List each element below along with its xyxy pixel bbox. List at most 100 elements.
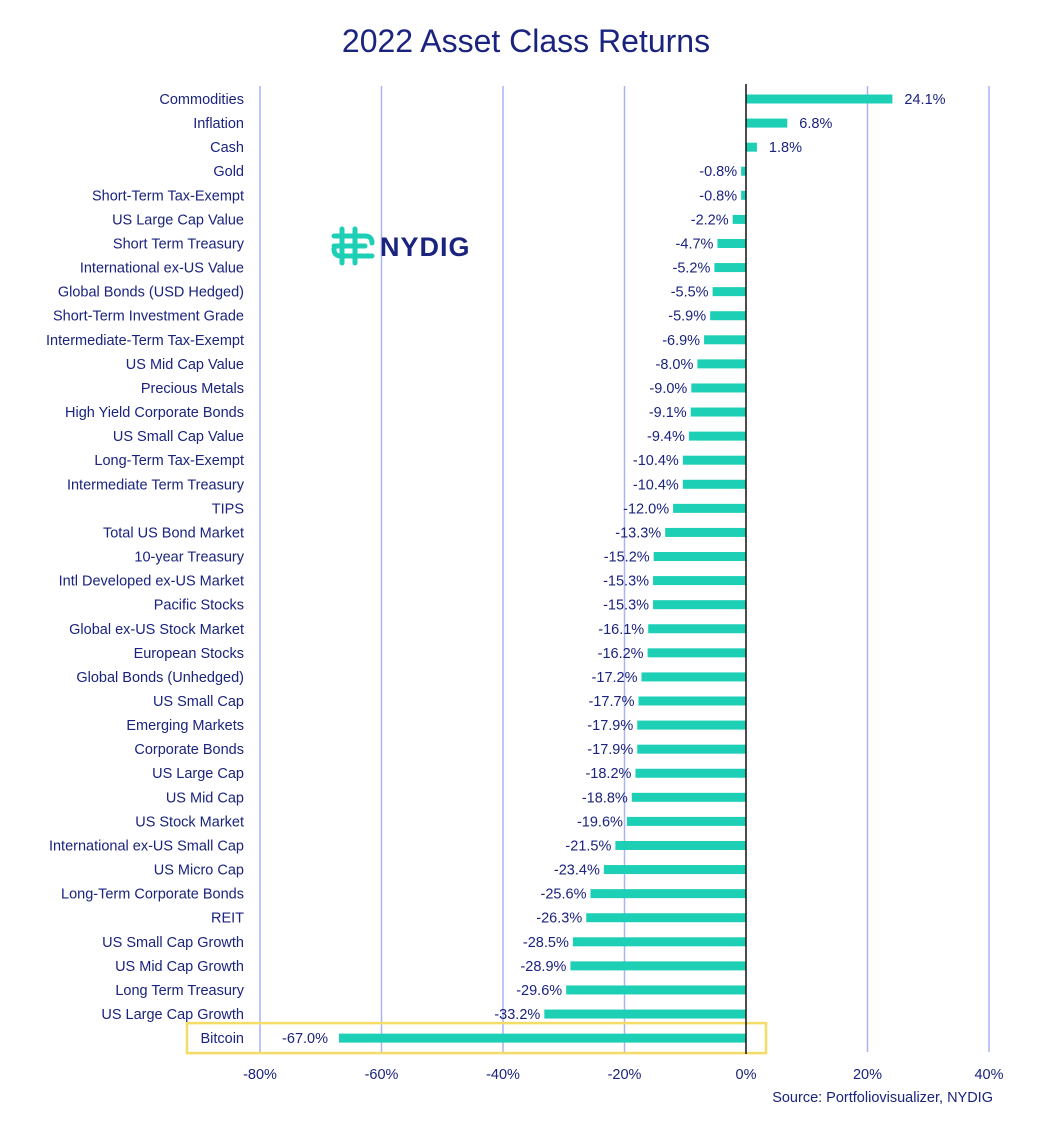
value-label: -12.0% xyxy=(623,501,669,517)
bar xyxy=(586,913,746,923)
source-note: Source: Portfoliovisualizer, NYDIG xyxy=(772,1090,993,1106)
category-label: US Mid Cap Growth xyxy=(115,959,244,975)
x-tick-label: -20% xyxy=(608,1067,642,1083)
bars xyxy=(338,94,893,1043)
value-label: 6.8% xyxy=(799,116,832,132)
nydig-logo: NYDIG xyxy=(331,226,470,266)
value-label: -25.6% xyxy=(541,887,587,903)
value-label: -9.1% xyxy=(649,405,687,421)
bar xyxy=(631,792,746,802)
bar xyxy=(688,431,746,441)
category-label: Cash xyxy=(210,140,244,156)
category-label: Long Term Treasury xyxy=(115,983,244,999)
bar xyxy=(717,238,746,248)
category-label: Emerging Markets xyxy=(126,718,244,734)
category-label: Long-Term Tax-Exempt xyxy=(94,453,244,469)
bar xyxy=(626,816,746,826)
category-label: International ex-US Value xyxy=(80,261,244,277)
value-label: -5.2% xyxy=(673,261,711,277)
value-label: -28.9% xyxy=(520,959,566,975)
bar xyxy=(641,672,746,682)
value-label: -9.0% xyxy=(649,381,687,397)
bar xyxy=(570,961,746,971)
category-label: Global Bonds (Unhedged) xyxy=(76,670,244,686)
value-label: -16.2% xyxy=(598,646,644,662)
category-labels: Commodities Inflation Cash Gold Short-Term T… xyxy=(46,92,245,1047)
bar xyxy=(710,311,746,321)
gridlines xyxy=(259,86,990,1052)
category-label: US Large Cap xyxy=(152,766,244,782)
category-label: Bitcoin xyxy=(200,1031,244,1047)
value-label: -13.3% xyxy=(615,525,661,541)
value-label: -10.4% xyxy=(633,477,679,493)
bar xyxy=(741,166,746,176)
value-label: -23.4% xyxy=(554,863,600,879)
value-label: -4.7% xyxy=(676,236,714,252)
value-label: -67.0% xyxy=(282,1031,328,1047)
value-label: -21.5% xyxy=(565,838,611,854)
category-label: US Large Cap Growth xyxy=(101,1007,244,1023)
category-label: US Small Cap Growth xyxy=(102,935,244,951)
bar xyxy=(690,407,746,417)
category-label: Long-Term Corporate Bonds xyxy=(61,887,244,903)
value-label: -10.4% xyxy=(633,453,679,469)
category-label: US Small Cap xyxy=(153,694,244,710)
category-label: REIT xyxy=(211,911,244,927)
value-label: -17.9% xyxy=(587,742,633,758)
bar xyxy=(691,383,746,393)
value-label: -9.4% xyxy=(647,429,685,445)
value-label: -33.2% xyxy=(494,1007,540,1023)
category-label: US Stock Market xyxy=(135,814,244,830)
category-label: Intl Developed ex-US Market xyxy=(59,574,244,590)
category-label: Total US Bond Market xyxy=(103,525,244,541)
value-label: 1.8% xyxy=(769,140,802,156)
value-label: -28.5% xyxy=(523,935,569,951)
category-label: Short-Term Tax-Exempt xyxy=(92,188,244,204)
x-tick-label: -80% xyxy=(243,1067,277,1083)
bar xyxy=(704,335,746,345)
bar xyxy=(637,720,746,730)
category-label: Intermediate Term Treasury xyxy=(67,477,245,493)
bar xyxy=(712,287,746,297)
category-label: US Micro Cap xyxy=(154,863,244,879)
bar xyxy=(590,889,746,899)
value-label: -15.3% xyxy=(603,574,649,590)
value-label: -16.1% xyxy=(598,622,644,638)
category-label: US Mid Cap xyxy=(166,790,244,806)
bar xyxy=(637,744,746,754)
x-tick-label: -40% xyxy=(486,1067,520,1083)
category-label: Pacific Stocks xyxy=(154,598,244,614)
category-label: International ex-US Small Cap xyxy=(49,838,244,854)
bar xyxy=(615,840,746,850)
bar xyxy=(746,94,893,104)
bar xyxy=(682,479,746,489)
value-labels: 24.1% 6.8% 1.8% -0.8% -0.8% -2.2% -4.7% -5.2% -5… xyxy=(282,92,946,1047)
category-label: Commodities xyxy=(159,92,244,108)
highlight-layer xyxy=(185,1021,768,1055)
value-label: -6.9% xyxy=(662,333,700,349)
bar xyxy=(338,1033,746,1043)
value-label: -5.9% xyxy=(668,309,706,325)
category-label: Gold xyxy=(213,164,244,180)
category-label: US Mid Cap Value xyxy=(126,357,244,373)
category-label: Short Term Treasury xyxy=(113,236,245,252)
bar xyxy=(653,552,746,562)
value-label: -0.8% xyxy=(699,164,737,180)
value-label: 24.1% xyxy=(904,92,945,108)
bar xyxy=(653,600,746,610)
value-label: -15.2% xyxy=(604,550,650,566)
bar xyxy=(714,263,746,273)
value-label: -8.0% xyxy=(656,357,694,373)
category-label: High Yield Corporate Bonds xyxy=(65,405,244,421)
highlight-box xyxy=(185,1021,768,1055)
x-axis-ticks: -80% -60% -40% -20% 0% 20% 40% xyxy=(243,1067,1004,1083)
bar xyxy=(746,118,788,128)
x-tick-label: 0% xyxy=(736,1067,757,1083)
bar xyxy=(741,190,746,200)
bar xyxy=(635,768,746,778)
bar xyxy=(732,214,746,224)
nydig-logo-mark-icon xyxy=(331,226,375,266)
value-label: -26.3% xyxy=(536,911,582,927)
x-tick-label: 20% xyxy=(853,1067,882,1083)
